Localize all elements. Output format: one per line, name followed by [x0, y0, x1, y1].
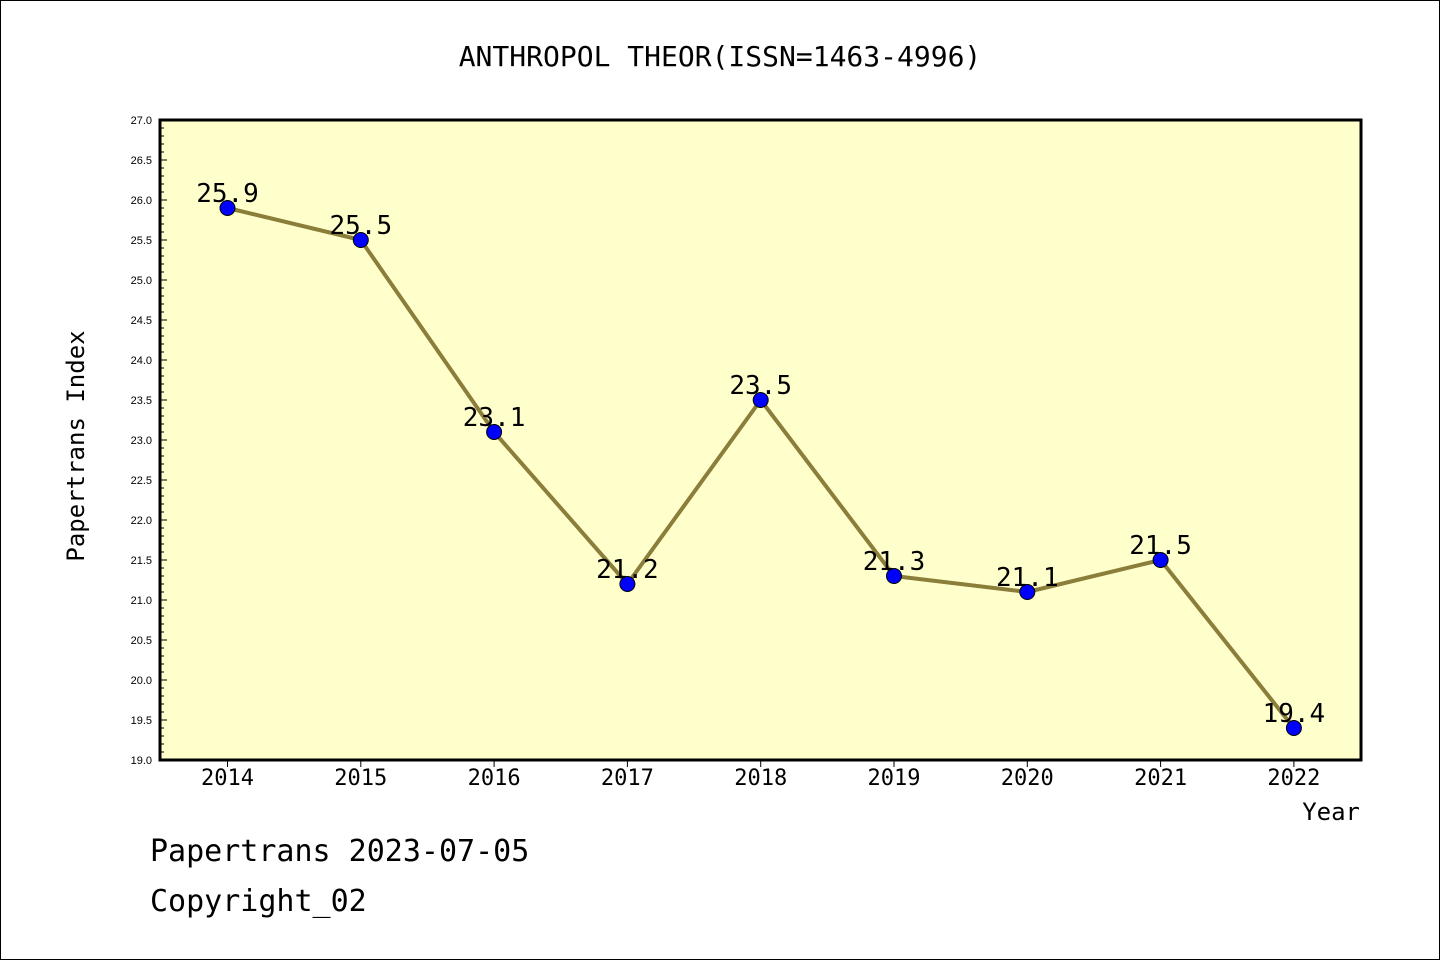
y-tick-label: 19.0 [131, 755, 152, 767]
x-tick-label: 2017 [601, 766, 654, 791]
x-tick-label: 2020 [1001, 766, 1054, 791]
data-labels: 25.9 25.5 23.1 21.2 23.5 21.3 21.1 21.5 19.4 [196, 179, 1325, 729]
y-tick-label: 23.5 [131, 395, 152, 407]
y-tick-label: 20.0 [131, 675, 152, 687]
footer-copyright: Copyright_02 [150, 884, 367, 919]
data-point [352, 232, 369, 248]
y-tick-label: 23.0 [131, 435, 152, 447]
y-tick-label: 21.5 [131, 555, 152, 567]
x-tick-label: 2015 [334, 766, 387, 791]
y-tick-label: 19.5 [131, 715, 152, 727]
data-point [1019, 584, 1036, 600]
y-tick-label: 27.0 [131, 115, 152, 127]
y-tick-label: 21.0 [131, 595, 152, 607]
data-point [886, 568, 902, 584]
data-point [1285, 720, 1302, 736]
x-tick-label: 2019 [868, 766, 921, 791]
y-tick-label: 25.5 [131, 235, 152, 247]
x-tick-label: 2021 [1134, 766, 1187, 791]
x-axis: 2014 2015 2016 2017 2018 2019 2020 2021 2022 [201, 760, 1320, 791]
data-point [486, 424, 503, 440]
data-label: 25.5 [329, 211, 392, 241]
x-axis-label: Year [1302, 798, 1360, 826]
data-label: 21.3 [863, 547, 926, 577]
data-point [752, 392, 769, 408]
data-label: 23.5 [729, 371, 792, 401]
data-label: 19.4 [1263, 699, 1326, 729]
series [219, 200, 1302, 736]
y-tick-label: 26.0 [131, 195, 152, 207]
data-label: 23.1 [463, 403, 526, 433]
footer-date: Papertrans 2023-07-05 [150, 834, 530, 869]
x-tick-label: 2016 [468, 766, 521, 791]
y-tick-label: 26.5 [131, 155, 152, 167]
data-point [1152, 552, 1169, 568]
y-tick-label: 24.0 [131, 355, 152, 367]
y-tick-label: 20.5 [131, 635, 152, 647]
y-tick-label: 24.5 [131, 315, 152, 327]
data-label: 25.9 [196, 179, 259, 209]
x-tick-label: 2014 [201, 766, 254, 791]
y-tick-label: 22.0 [131, 515, 152, 527]
data-label: 21.5 [1129, 531, 1192, 561]
y-tick-label: 25.0 [131, 275, 152, 287]
x-tick-label: 2022 [1267, 766, 1320, 791]
data-label: 21.1 [996, 563, 1059, 593]
chart-title: ANTHROPOL THEOR(ISSN=1463-4996) [459, 40, 982, 73]
data-point [219, 200, 236, 216]
y-tick-label: 22.5 [131, 475, 152, 487]
data-point [619, 576, 636, 592]
plot-area [158, 118, 1363, 762]
x-tick-label: 2018 [734, 766, 787, 791]
data-label: 21.2 [596, 555, 659, 585]
y-axis-label: Papertrans Index [62, 330, 90, 561]
y-axis: 19.0 19.5 20.0 20.5 21.0 21.5 22.0 22.5 23.0 23.5… [131, 115, 167, 767]
